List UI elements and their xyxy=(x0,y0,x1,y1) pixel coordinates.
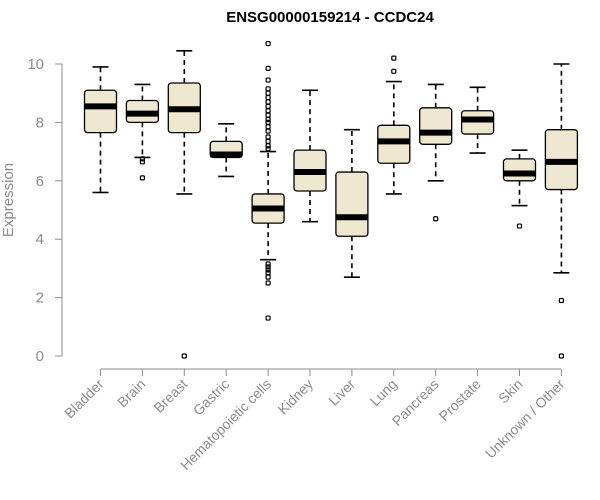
y-tick-label: 0 xyxy=(36,348,44,365)
outlier-point xyxy=(265,99,271,105)
outlier-point xyxy=(558,353,565,359)
outlier-point xyxy=(265,315,271,321)
y-tick-label: 8 xyxy=(36,114,44,131)
box-hematopoietic-cells xyxy=(251,40,285,321)
outlier-point xyxy=(265,40,271,47)
outlier-point xyxy=(265,146,271,152)
outlier-point xyxy=(265,65,271,71)
outlier-point xyxy=(391,68,397,74)
outlier-point xyxy=(265,86,271,92)
x-tick-label: Bladder xyxy=(61,376,107,422)
outlier-point xyxy=(139,159,145,165)
box-unknown-other xyxy=(544,63,579,359)
y-tick-label: 2 xyxy=(36,290,44,307)
x-tick-label: Pancreas xyxy=(389,376,442,429)
box-bladder xyxy=(83,66,118,194)
x-tick-label: Prostate xyxy=(436,376,484,424)
x-tick-label: Unknown / Other xyxy=(482,376,568,462)
outlier-point xyxy=(265,124,271,130)
box-kidney xyxy=(293,89,327,223)
box-brain xyxy=(125,83,160,181)
y-tick-label: 10 xyxy=(27,56,44,73)
outlier-point xyxy=(265,103,271,109)
x-tick-label: Breast xyxy=(150,376,190,416)
outlier-point xyxy=(265,274,271,280)
outlier-point xyxy=(265,77,271,83)
outlier-point xyxy=(139,156,145,162)
x-tick-label: Lung xyxy=(367,376,400,409)
y-tick-label: 4 xyxy=(36,231,44,248)
chart-title: ENSG00000159214 - CCDC24 xyxy=(226,9,434,26)
outlier-point xyxy=(265,116,271,123)
box-skin xyxy=(502,149,537,229)
outlier-point xyxy=(265,138,271,144)
outlier-point xyxy=(265,112,271,118)
outlier-point xyxy=(265,128,271,134)
iqr-box xyxy=(335,171,369,237)
iqr-box xyxy=(502,158,537,182)
outlier-point xyxy=(181,353,187,359)
outlier-point xyxy=(265,267,271,273)
iqr-box xyxy=(419,107,453,145)
box-pancreas xyxy=(419,83,453,222)
box-breast xyxy=(167,50,201,359)
box-liver xyxy=(335,128,369,278)
x-tick-label: Liver xyxy=(325,376,358,409)
box-gastric xyxy=(209,123,243,178)
outlier-point xyxy=(265,94,271,101)
box-lung xyxy=(377,55,411,195)
outlier-point xyxy=(139,175,145,181)
outlier-point xyxy=(265,261,271,267)
outlier-point xyxy=(265,280,271,286)
outlier-point xyxy=(265,134,271,140)
x-tick-label: Kidney xyxy=(275,376,317,418)
box-prostate xyxy=(460,86,495,154)
outlier-point xyxy=(265,270,271,276)
outlier-point xyxy=(433,216,439,222)
x-tick-label: Brain xyxy=(114,376,148,410)
plot-area xyxy=(83,40,579,359)
outlier-point xyxy=(516,223,523,229)
y-tick-label: 6 xyxy=(36,173,44,190)
outlier-point xyxy=(265,264,271,270)
y-axis: 0 2 4 6 8 10 xyxy=(27,56,63,365)
y-axis-label: Expression xyxy=(0,163,17,237)
outlier-point xyxy=(265,90,271,96)
iqr-box xyxy=(83,89,118,134)
outlier-point xyxy=(391,55,397,61)
outlier-point xyxy=(558,297,565,304)
outlier-point xyxy=(265,143,271,149)
x-tick-label: Skin xyxy=(495,376,526,407)
outlier-point xyxy=(265,108,271,114)
outlier-point xyxy=(265,119,271,126)
